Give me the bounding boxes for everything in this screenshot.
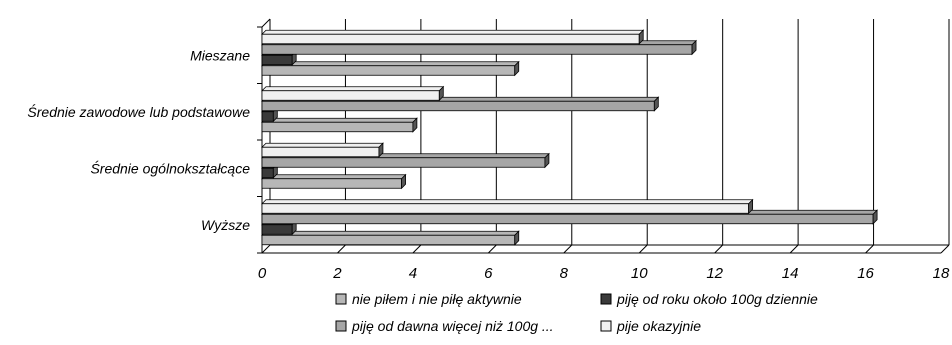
bar-2-0 <box>261 173 407 190</box>
y-axis-top <box>261 18 271 28</box>
bar-top-face <box>261 61 520 67</box>
bar-end-face <box>872 209 878 225</box>
bar-top-face <box>261 230 520 236</box>
floor-gridline-4 <box>412 244 422 254</box>
bar-front-face <box>261 178 402 189</box>
floor-gridline-0 <box>261 244 271 254</box>
legend-item: piję od dawna więcej niż 100g ... <box>335 318 554 334</box>
x-tick-label: 18 <box>933 265 950 282</box>
bar-end-face <box>412 117 418 133</box>
legend-label: nie piłem i nie piłę aktywnie <box>352 291 522 307</box>
category-label: Mieszane <box>190 47 250 63</box>
bar-end-face <box>653 96 659 112</box>
bar-end-face <box>378 142 384 158</box>
bar-end-face <box>401 173 406 190</box>
chart-bars <box>261 29 879 246</box>
floor-gridline-2 <box>337 244 346 254</box>
floor-gridline-8 <box>563 244 573 254</box>
bar-front-face <box>261 111 274 122</box>
bar-end-face <box>638 29 644 45</box>
bar-0-0 <box>261 60 520 77</box>
bar-front-face <box>261 167 274 179</box>
bar-front-face <box>261 121 414 133</box>
bar-front-face <box>261 33 640 45</box>
x-tick-label: 8 <box>560 265 569 282</box>
x-tick-label: 0 <box>258 265 267 282</box>
category-label: Wyższe <box>201 217 250 233</box>
bar-front-face <box>261 65 516 76</box>
x-tick-label: 2 <box>332 265 342 282</box>
x-tick-label: 12 <box>706 265 723 282</box>
bar-3-0 <box>261 230 520 246</box>
x-tick-labels: 0 2 4 6 8 10 12 14 16 18 <box>258 265 950 282</box>
bar-front-face <box>261 146 380 158</box>
bar-1-0 <box>261 117 418 133</box>
bar-front-face <box>261 44 693 55</box>
floor-gridline-10 <box>638 244 648 254</box>
x-tick-label: 10 <box>631 265 648 282</box>
bar-top-face <box>261 174 407 180</box>
bar-top-face <box>261 29 645 35</box>
floor-gridline-18 <box>940 244 950 254</box>
category-label: Średnie zawodowe lub podstawowe <box>27 103 250 120</box>
legend-swatch <box>335 320 347 332</box>
bar-end-face <box>748 198 754 215</box>
category-label: Średnie ogólnokształcące <box>90 159 250 176</box>
category-labels: Mieszane Średnie zawodowe lub podstawowe Ś… <box>27 47 250 233</box>
bar-top-face <box>261 142 384 148</box>
bar-front-face <box>261 100 655 112</box>
bar-end-face <box>514 60 520 77</box>
legend-label: piję od dawna więcej niż 100g ... <box>351 318 554 334</box>
legend-label: pije okazyjnie <box>616 318 701 334</box>
legend-label: piję od roku około 100g dziennie <box>616 291 818 307</box>
bar-front-face <box>261 203 750 214</box>
chart-legend: nie piłem i nie piłę aktywnie piję od rok… <box>335 291 818 334</box>
bar-front-face <box>261 90 440 101</box>
x-tick-label: 14 <box>782 265 799 282</box>
bar-end-face <box>514 230 520 246</box>
legend-item: piję od roku około 100g dziennie <box>600 291 818 307</box>
bar-top-face <box>261 199 754 205</box>
bar-front-face <box>261 234 516 246</box>
bar-front-face <box>261 224 293 235</box>
bar-front-face <box>261 213 874 225</box>
floor-gridline-12 <box>714 244 724 254</box>
legend-swatch <box>600 320 612 332</box>
x-tick-label: 16 <box>857 265 874 282</box>
bar-end-face <box>691 39 697 56</box>
bar-top-face <box>261 86 445 92</box>
bar-end-face <box>544 152 550 169</box>
bar-2-3 <box>261 142 384 158</box>
floor-gridline-6 <box>487 244 497 254</box>
bar-front-face <box>261 157 546 168</box>
bar-front-face <box>261 54 293 66</box>
legend-swatch <box>600 293 612 305</box>
x-tick-label: 4 <box>409 265 417 282</box>
legend-item: nie piłem i nie piłę aktywnie <box>335 291 522 307</box>
bar-1-3 <box>261 85 445 102</box>
bar-0-3 <box>261 29 645 45</box>
legend-item: pije okazyjnie <box>600 318 701 334</box>
bar-3-3 <box>261 198 754 215</box>
floor-gridline-14 <box>789 244 799 254</box>
bar-top-face <box>261 117 418 123</box>
bar-end-face <box>438 85 444 102</box>
legend-swatch <box>335 293 347 305</box>
floor-gridline-16 <box>865 244 874 254</box>
x-tick-label: 6 <box>484 265 493 282</box>
